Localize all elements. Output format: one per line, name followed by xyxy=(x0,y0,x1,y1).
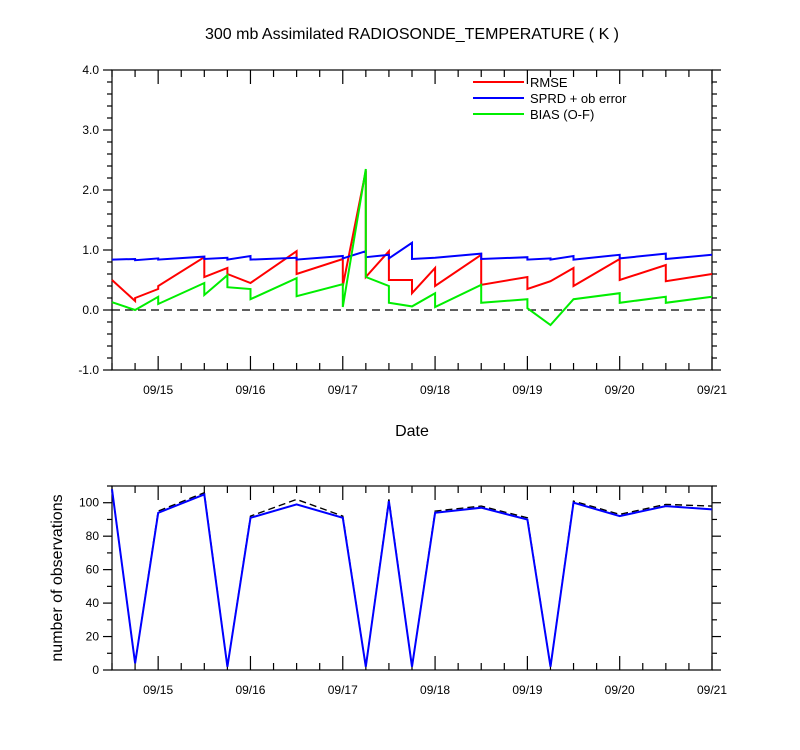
observations-line-assimilated xyxy=(111,489,713,667)
top-chart-ticks xyxy=(103,69,721,371)
bottom-chart-x-tick-label: 09/16 xyxy=(235,683,265,697)
legend-label: BIAS (O-F) xyxy=(530,107,594,122)
top-chart-x-tick-label: 09/18 xyxy=(420,383,450,397)
top-chart-y-tick-label: -1.0 xyxy=(78,363,99,377)
bottom-chart-y-tick-label: 20 xyxy=(86,630,100,644)
top-chart-x-axis-title: Date xyxy=(395,423,429,440)
bottom-chart-y-tick-label: 60 xyxy=(86,563,100,577)
legend-label: SPRD + ob error xyxy=(530,91,627,106)
legend-label: RMSE xyxy=(530,75,568,90)
bottom-chart-x-tick-label: 09/17 xyxy=(328,683,358,697)
top-chart: -1.0 0.0 1.0 2.0 3.0 4.0 09/15 09/16 09/17 09/18… xyxy=(78,63,727,440)
bottom-chart-x-tick-label: 09/19 xyxy=(512,683,542,697)
bottom-chart-y-tick-label: 0 xyxy=(92,663,99,677)
top-chart-y-tick-label: 2.0 xyxy=(82,183,99,197)
top-chart-x-tick-label: 09/21 xyxy=(697,383,727,397)
top-chart-frame xyxy=(111,69,713,371)
top-chart-y-tick-label: 0.0 xyxy=(82,303,99,317)
series-line-bias-o-f xyxy=(111,168,713,327)
bottom-chart-x-tick-label: 09/20 xyxy=(605,683,635,697)
top-chart-x-tick-labels: 09/15 09/16 09/17 09/18 09/19 09/20 09/21 xyxy=(143,383,727,397)
top-chart-y-tick-label: 1.0 xyxy=(82,243,99,257)
top-chart-title: 300 mb Assimilated RADIOSONDE_TEMPERATUR… xyxy=(205,26,619,43)
series-line-rmse xyxy=(111,170,713,304)
bottom-chart-y-tick-labels: 0 20 40 60 80 100 xyxy=(79,496,99,677)
bottom-chart-y-tick-label: 100 xyxy=(79,496,99,510)
top-chart-x-tick-label: 09/15 xyxy=(143,383,173,397)
bottom-chart-y-axis-title: number of observations xyxy=(49,494,66,661)
bottom-chart-x-tick-label: 09/18 xyxy=(420,683,450,697)
bottom-chart-series xyxy=(111,489,713,667)
bottom-chart-ticks xyxy=(103,485,721,671)
top-chart-y-tick-labels: -1.0 0.0 1.0 2.0 3.0 4.0 xyxy=(78,63,99,377)
top-chart-y-tick-label: 4.0 xyxy=(82,63,99,77)
top-chart-series xyxy=(111,168,713,327)
top-chart-x-tick-label: 09/17 xyxy=(328,383,358,397)
top-chart-x-tick-label: 09/16 xyxy=(235,383,265,397)
top-chart-x-tick-label: 09/19 xyxy=(512,383,542,397)
top-chart-y-tick-label: 3.0 xyxy=(82,123,99,137)
observations-line-possible xyxy=(111,489,713,667)
bottom-chart-x-tick-label: 09/15 xyxy=(143,683,173,697)
top-chart-x-tick-label: 09/20 xyxy=(605,383,635,397)
series-line-sprd-ob-error xyxy=(111,240,713,262)
bottom-chart-y-tick-label: 40 xyxy=(86,596,100,610)
bottom-chart-x-tick-label: 09/21 xyxy=(697,683,727,697)
bottom-chart-y-tick-label: 80 xyxy=(86,529,100,543)
bottom-chart-x-tick-labels: 09/15 09/16 09/17 09/18 09/19 09/20 09/21 xyxy=(143,683,727,697)
